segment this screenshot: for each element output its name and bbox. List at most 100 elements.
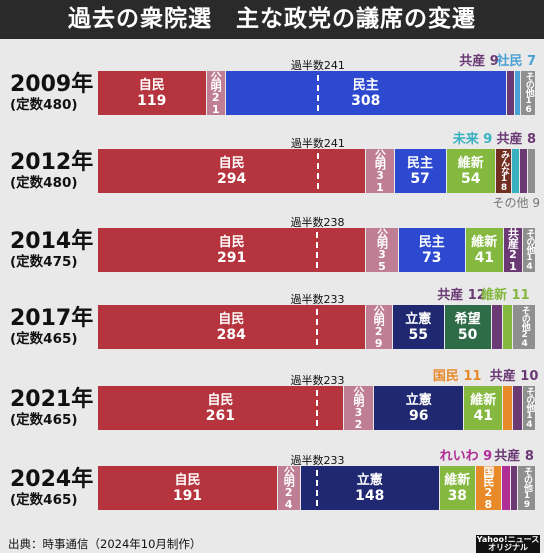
bar-segment [513,386,523,430]
segment-party-label: 立憲 [405,392,432,408]
bar-segment: 民主 57 [394,149,447,193]
small-party-label: 共産 10 [489,369,539,384]
bar-segment [515,71,522,115]
segment-value-label: 28 [481,486,495,510]
segment-party-label: 自民 [218,155,245,171]
segment-value-label: 14 [524,253,535,271]
bar-segment: 民主 73 [398,228,466,272]
bar-segment: その他 16 [521,71,536,115]
majority-label: 過半数233 [290,374,345,387]
year-label: 2012年 [10,150,94,175]
bar-segment: その他 19 [518,466,536,510]
segment-value-label: 24 [519,330,530,348]
segment-value-label: 57 [410,170,430,187]
segment-value-label: 21 [209,91,223,115]
segment-value-label: 284 [216,326,246,343]
segment-party-label: 公明 [372,305,386,325]
segment-party-label: 公明 [351,386,365,406]
year-label: 2021年 [10,387,94,412]
segment-value-label: 294 [217,170,247,187]
segment-party-label: その他 [522,467,533,491]
segment-value-label: 148 [355,487,385,504]
bar-segment: みんな 18 [495,149,513,193]
small-party-label: 未来 9 [452,132,493,147]
small-party-label: 共産 12 [437,288,486,303]
bar-segment: 公明 35 [366,228,399,272]
segment-value-label: 54 [460,170,481,187]
segment-party-label: 公明 [282,466,296,486]
segment-party-label: 自民 [218,234,245,250]
bar-segment: その他 14 [523,228,536,272]
bar-segment: 民主 308 [225,71,507,115]
small-party-label: 社民 7 [496,54,537,69]
segment-party-label: その他 [524,229,535,253]
bar-segment: 公明 29 [365,305,393,349]
segment-value-label: 41 [474,249,495,266]
bar-segment: 公明 24 [277,466,301,510]
bar-segment: 自民 291 [98,228,367,272]
small-party-label: 共産 9 [459,54,499,69]
segment-party-label: 民主 [418,234,445,250]
bar-segment [503,386,514,430]
segment-value-label: 29 [372,325,386,349]
segment-party-label: 自民 [174,472,201,488]
segment-party-label: 希望 [454,311,481,327]
bar-segment [503,305,514,349]
segment-party-label: 公明 [209,71,223,91]
credit-logo: Yahoo!ニュース オリジナル [476,535,540,553]
segment-value-label: 21 [506,248,520,272]
segment-party-label: 立憲 [356,472,383,488]
segment-party-label: 公明 [373,149,387,169]
small-party-label: 国民 11 [432,369,482,384]
segment-value-label: 38 [447,487,468,504]
seat-count-label: (定数475) [10,254,78,270]
segment-party-label: 維新 [444,472,471,488]
majority-label: 過半数238 [290,216,345,229]
bar-segment: 維新 41 [464,386,504,430]
bar-segment: 維新 38 [439,466,476,510]
year-label: 2009年 [10,72,94,97]
segment-party-label: 民主 [352,77,379,93]
bar-segment: 自民 294 [98,149,367,193]
bar-segment: 立憲 96 [373,386,465,430]
segment-party-label: 公明 [375,228,389,248]
majority-label: 過半数241 [290,59,345,72]
segment-party-label: 自民 [218,311,245,327]
segment-value-label: 18 [499,174,510,192]
segment-party-label: 国民 [481,466,495,486]
segment-value-label: 291 [217,249,247,266]
segment-party-label: 維新 [457,155,484,171]
bar-segment: 維新 41 [465,228,504,272]
segment-value-label: 119 [137,92,167,109]
bar-segment [520,149,528,193]
segment-party-label: 維新 [471,234,498,250]
bar-segment: 公明 21 [206,71,226,115]
bar-segment: 国民 28 [475,466,503,510]
bar-segment: 自民 119 [98,71,207,115]
bar-segment: 自民 284 [98,305,366,349]
bar-segment [506,71,515,115]
seat-count-label: (定数465) [10,412,78,428]
segment-party-label: 自民 [207,392,234,408]
segment-party-label: 自民 [138,77,165,93]
segment-value-label: 41 [473,407,493,424]
segment-value-label: 191 [172,487,203,504]
segment-value-label: 14 [524,411,535,429]
majority-line [316,75,319,111]
segment-value-label: 31 [373,169,387,193]
bar-segment [512,149,521,193]
majority-line [316,309,319,345]
year-label: 2014年 [10,229,94,254]
bar-segment: 立憲 148 [300,466,440,510]
majority-line [316,153,319,189]
majority-label: 過半数233 [290,454,345,467]
year-label: 2024年 [10,467,94,492]
bar-segment: 維新 54 [446,149,496,193]
segment-value-label: 32 [351,406,365,430]
segment-party-label: 民主 [407,155,434,171]
segment-party-label: 維新 [470,392,497,408]
stacked-bar-chart: 2009年 (定数480) 自民 119 公明 21 民主 308 その他 16 過半数241 共産 … [0,39,544,534]
segment-value-label: 50 [457,326,478,343]
segment-party-label: その他 [519,306,530,330]
segment-party-label: 立憲 [405,311,432,327]
